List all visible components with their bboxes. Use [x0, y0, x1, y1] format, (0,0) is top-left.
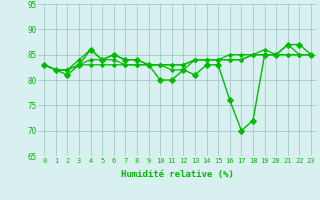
X-axis label: Humidité relative (%): Humidité relative (%): [121, 170, 234, 179]
